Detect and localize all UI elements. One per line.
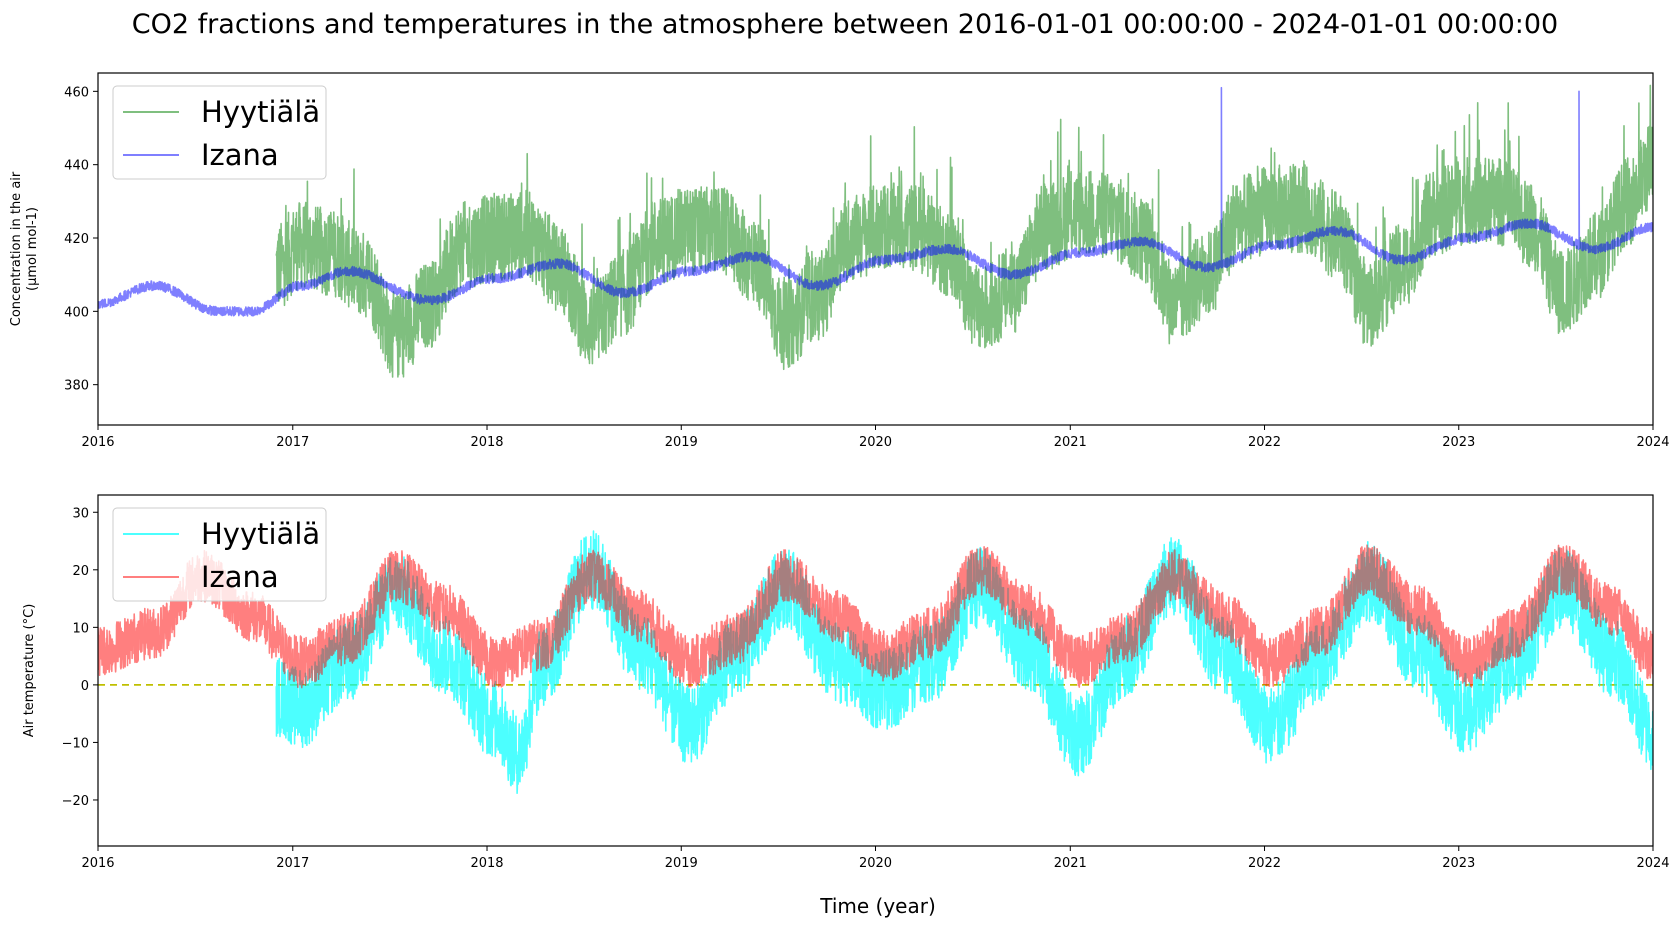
x-tick-label: 2022 <box>1248 856 1281 871</box>
x-tick-label: 2019 <box>665 856 698 871</box>
co2-panel: 2016 2017 2018 2019 2020 2021 2022 2023 2024 380… <box>9 72 1670 450</box>
legend-label: Izana <box>201 560 279 594</box>
x-tick-label: 2019 <box>665 435 698 450</box>
x-tick-label: 2021 <box>1054 435 1087 450</box>
y-tick-label: 0 <box>81 679 89 694</box>
y-tick-label: 10 <box>72 621 89 636</box>
temperature-y-axis: −20 −10 0 10 20 30 <box>62 506 98 809</box>
x-tick-label: 2018 <box>470 435 503 450</box>
y-tick-label: 440 <box>64 159 89 174</box>
y-tick-label: 460 <box>64 85 89 100</box>
y-tick-label: −20 <box>62 794 89 809</box>
y-tick-label: 30 <box>72 506 89 521</box>
x-tick-label: 2020 <box>859 435 892 450</box>
co2-y-axis-unit: (µmol mol-1) <box>25 207 40 291</box>
x-tick-label: 2023 <box>1442 435 1475 450</box>
temperature-legend: Hyytiälä Izana <box>112 507 327 602</box>
x-tick-label: 2022 <box>1248 435 1281 450</box>
co2-legend: Hyytiälä Izana <box>112 85 327 180</box>
y-tick-label: −10 <box>62 736 89 751</box>
figure-title: CO2 fractions and temperatures in the at… <box>132 9 1558 40</box>
x-tick-label: 2017 <box>276 856 309 871</box>
y-tick-label: 20 <box>72 564 89 579</box>
co2-x-axis: 2016 2017 2018 2019 2020 2021 2022 2023 2024 <box>81 425 1670 450</box>
y-tick-label: 380 <box>64 379 89 394</box>
x-tick-label: 2024 <box>1636 435 1669 450</box>
co2-y-axis-label: Concentration in the air <box>9 171 24 326</box>
x-tick-label: 2018 <box>470 856 503 871</box>
co2-y-axis: 380 400 420 440 460 <box>64 85 98 394</box>
x-tick-label: 2024 <box>1636 856 1669 871</box>
temperature-y-axis-label: Air temperature (°C) <box>22 604 37 738</box>
temperature-series-line-hyytiala <box>275 530 1653 794</box>
y-tick-label: 400 <box>64 305 89 320</box>
legend-label: Izana <box>201 138 279 172</box>
co2-series-group <box>98 84 1653 378</box>
x-tick-label: 2020 <box>859 856 892 871</box>
x-tick-label: 2021 <box>1054 856 1087 871</box>
temperature-series-line-izana <box>98 544 1653 689</box>
temperature-series-group <box>98 530 1653 794</box>
y-tick-label: 420 <box>64 232 89 247</box>
x-tick-label: 2016 <box>81 435 114 450</box>
legend-label: Hyytiälä <box>201 95 320 129</box>
x-tick-label: 2016 <box>81 856 114 871</box>
legend-label: Hyytiälä <box>201 517 320 551</box>
temperature-panel: 2016 2017 2018 2019 2020 2021 2022 2023 2024 −20… <box>22 494 1670 871</box>
x-axis-label: Time (year) <box>819 894 936 918</box>
co2-series-line-hyytiala <box>275 84 1653 378</box>
x-tick-label: 2023 <box>1442 856 1475 871</box>
temperature-x-axis: 2016 2017 2018 2019 2020 2021 2022 2023 2024 <box>81 846 1670 871</box>
co2-series-line-izana <box>98 86 1653 317</box>
x-tick-label: 2017 <box>276 435 309 450</box>
